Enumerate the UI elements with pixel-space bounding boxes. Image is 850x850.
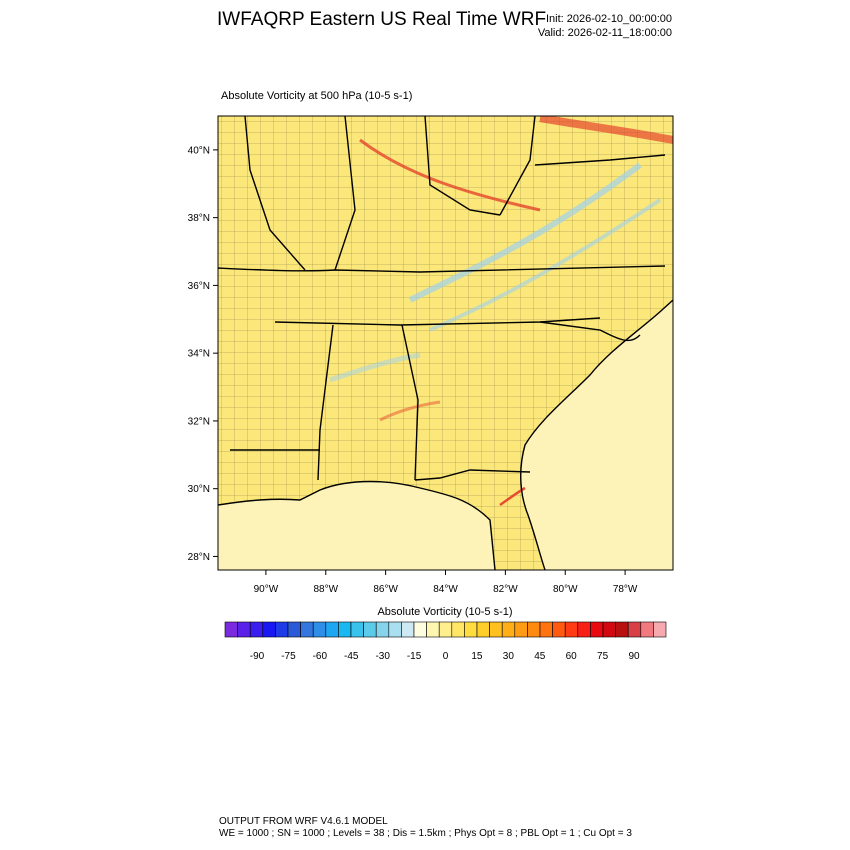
map-subtitle: Absolute Vorticity at 500 hPa (10-5 s-1) [221,90,413,102]
colorbar-swatch [375,621,390,638]
colorbar-swatch [338,621,352,638]
vorticity-streak-pos [379,400,441,422]
map-plot-area [218,116,673,570]
lon-tick-label: 86°W [373,584,398,595]
model-info: OUTPUT FROM WRF V4.6.1 MODEL [219,816,388,827]
colorbar-swatch [539,621,553,638]
lon-tick-label: 88°W [313,584,338,595]
colorbar-swatch [300,621,314,638]
colorbar-swatch [413,621,427,638]
vorticity-streak-pos [359,138,541,212]
colorbar-label: 30 [503,651,515,662]
colorbar-label: 60 [566,651,578,662]
colorbar-swatch [237,621,251,638]
colorbar-title: Absolute Vorticity (10-5 s-1) [377,606,513,618]
colorbar-swatch [325,621,339,638]
page-title: IWFAQRP Eastern US Real Time WRF [217,9,547,30]
colorbar-swatch [552,621,566,638]
lat-tick-label: 36°N [188,281,210,292]
lat-tick-label: 28°N [188,552,210,563]
valid-time: Valid: 2026-02-11_18:00:00 [537,27,672,39]
lat-tick-label: 34°N [188,349,210,360]
vorticity-streak-neg [329,352,421,383]
colorbar-swatch [249,621,264,638]
colorbar-label: 45 [534,651,546,662]
colorbar-swatch [577,621,591,638]
lon-tick-label: 78°W [613,584,638,595]
colorbar-swatch [501,621,516,638]
colorbar-label: 90 [628,651,640,662]
colorbar-swatch [627,621,642,638]
lat-tick-label: 38°N [188,213,210,224]
colorbar-swatch [653,621,667,638]
latitude-axis: 40°N 38°N 36°N 34°N 32°N 30°N 28°N [188,145,218,563]
vorticity-streak-pos [499,486,526,507]
vorticity-streak-pos [539,116,673,144]
atlantic-ocean [520,300,673,570]
colorbar-label: -30 [375,651,390,662]
colorbar-swatch [224,621,238,638]
colorbar-swatch [350,621,364,638]
colorbar-swatch [312,621,327,638]
colorbar-swatch [476,621,490,638]
colorbar-label: -75 [281,651,296,662]
colorbar-label: -60 [313,651,328,662]
colorbar-swatch [363,621,377,638]
coastlines [218,299,673,570]
colorbar-swatch [527,621,541,638]
colorbar-swatch [438,621,453,638]
colorbar-swatch [275,621,289,638]
state-boundaries [218,116,666,481]
vorticity-streak-neg [429,198,662,332]
colorbar-swatch [489,621,503,638]
colorbar-swatch [287,621,301,638]
colorbar-label: 0 [443,651,449,662]
colorbar-label: 15 [471,651,483,662]
colorbar-label: -15 [407,651,422,662]
colorbar-swatch [640,621,654,638]
colorbar-label: -45 [344,651,359,662]
init-time: Init: 2026-02-10_00:00:00 [546,13,672,25]
colorbar-swatch [426,621,440,638]
colorbar-swatch [401,621,415,638]
lat-tick-label: 32°N [188,416,210,427]
colorbar-swatch [464,621,478,638]
lat-tick-label: 40°N [188,145,210,156]
colorbar-swatch [388,621,402,638]
colorbar-swatch [514,621,528,638]
colorbar-swatch [262,621,276,638]
lat-tick-label: 30°N [188,484,210,495]
lon-tick-label: 80°W [553,584,578,595]
colorbar-swatch [615,621,629,638]
colorbar-label: 75 [597,651,609,662]
lon-tick-label: 90°W [254,584,279,595]
lon-tick-label: 84°W [433,584,458,595]
colorbar-swatch [602,621,616,638]
colorbar [224,621,667,638]
colorbar-labels: -90 -75 -60 -45 -30 -15 0 15 30 45 60 75 90 [250,651,640,662]
lon-tick-label: 82°W [493,584,518,595]
colorbar-swatch [451,621,465,638]
county-lines [218,116,673,570]
colorbar-label: -90 [250,651,265,662]
colorbar-swatch [564,621,579,638]
vorticity-streak-neg [408,162,642,303]
longitude-axis: 90°W 88°W 86°W 84°W 82°W 80°W 78°W [254,570,638,595]
model-config: WE = 1000 ; SN = 1000 ; Levels = 38 ; Di… [219,828,632,839]
gulf-of-mexico [218,481,495,570]
colorbar-swatch [590,621,604,638]
